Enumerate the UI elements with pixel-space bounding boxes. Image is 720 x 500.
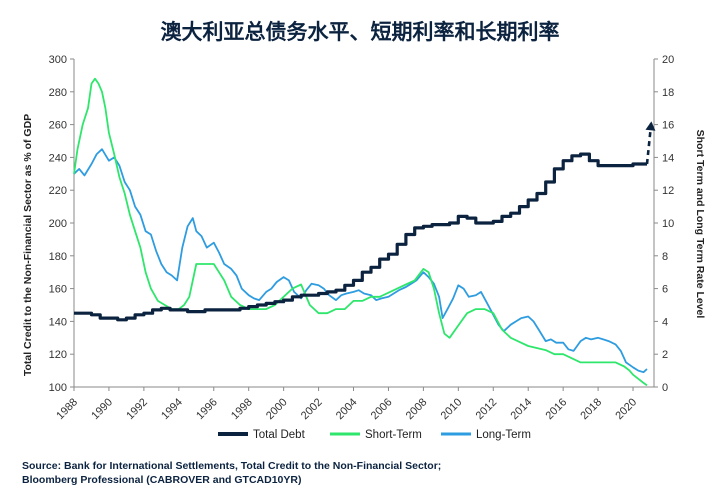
x-tick-label: 1994 bbox=[159, 396, 185, 422]
chart-title: 澳大利亚总债务水平、短期利率和长期利率 bbox=[160, 20, 560, 44]
x-tick-label: 1990 bbox=[89, 396, 115, 422]
x-tick-label: 1988 bbox=[54, 396, 80, 422]
y-right-tick-label: 0 bbox=[662, 382, 668, 394]
y-left-tick-label: 280 bbox=[49, 87, 67, 99]
x-tick-label: 1996 bbox=[194, 396, 220, 422]
source-note: Source: Bank for International Settlemen… bbox=[22, 459, 642, 487]
x-tick-label: 1992 bbox=[124, 396, 150, 422]
legend-label: Long-Term bbox=[476, 429, 531, 441]
y-right-tick-label: 6 bbox=[662, 284, 668, 296]
source-line-1: Source: Bank for International Settlemen… bbox=[22, 460, 442, 472]
y-right-tick-label: 16 bbox=[662, 120, 674, 132]
y-left-tick-label: 260 bbox=[49, 120, 67, 132]
legend-item: Total Debt bbox=[218, 429, 306, 441]
y-left-tick-label: 200 bbox=[49, 218, 67, 230]
y-right-tick-label: 20 bbox=[662, 54, 674, 66]
source-line-2: Bloomberg Professional (CABROVER and GTC… bbox=[22, 474, 302, 486]
x-tick-label: 2002 bbox=[299, 396, 325, 422]
plot-frame bbox=[73, 59, 655, 388]
y-left-tick-label: 180 bbox=[49, 251, 67, 263]
y-right-tick-label: 2 bbox=[662, 349, 668, 361]
series-line-long-term bbox=[73, 148, 648, 374]
legend-item: Short-Term bbox=[330, 429, 422, 441]
projection-arrowhead bbox=[645, 121, 656, 131]
y-left-tick-label: 140 bbox=[49, 316, 67, 328]
x-tick-label: 2004 bbox=[334, 396, 360, 422]
x-tick-label: 1998 bbox=[229, 396, 255, 422]
y-right-tick-label: 4 bbox=[662, 316, 668, 328]
x-tick-label: 2006 bbox=[369, 396, 395, 422]
y-right-tick-label: 10 bbox=[662, 218, 674, 230]
y-left-tick-label: 240 bbox=[49, 152, 67, 164]
legend-item: Long-Term bbox=[441, 429, 531, 441]
y-axis-right-title: Short Term and Long Term Rate Level bbox=[694, 130, 706, 319]
y-left-tick-label: 120 bbox=[49, 349, 67, 361]
x-tick-label: 2016 bbox=[543, 396, 569, 422]
ticks-layer: 1001201401601802002202402602803000246810… bbox=[49, 54, 675, 422]
y-axis-left-title: Total Credit to the Non-Financial Sector… bbox=[22, 114, 34, 376]
legend-label: Short-Term bbox=[365, 429, 422, 441]
x-tick-label: 2014 bbox=[509, 396, 535, 422]
x-tick-label: 2010 bbox=[439, 396, 465, 422]
y-right-tick-label: 12 bbox=[662, 185, 674, 197]
series-line-total-debt-projection bbox=[645, 121, 653, 165]
x-tick-label: 2020 bbox=[613, 396, 639, 422]
y-right-tick-label: 8 bbox=[662, 251, 668, 263]
x-tick-label: 2008 bbox=[404, 396, 430, 422]
x-tick-label: 2000 bbox=[264, 396, 290, 422]
series-line-total-debt bbox=[74, 152, 647, 322]
y-right-tick-label: 14 bbox=[662, 152, 674, 164]
series-line-short-term bbox=[73, 77, 648, 387]
y-left-tick-label: 160 bbox=[49, 284, 67, 296]
y-right-tick-label: 18 bbox=[662, 87, 674, 99]
y-left-tick-label: 300 bbox=[49, 54, 67, 66]
legend-label: Total Debt bbox=[253, 429, 306, 441]
y-left-tick-label: 100 bbox=[49, 382, 67, 394]
y-left-tick-label: 220 bbox=[49, 185, 67, 197]
legend: Total Debt Short-Term Long-Term bbox=[218, 429, 531, 441]
x-tick-label: 2012 bbox=[474, 396, 500, 422]
x-tick-label: 2018 bbox=[578, 396, 604, 422]
series-layer bbox=[73, 77, 656, 387]
